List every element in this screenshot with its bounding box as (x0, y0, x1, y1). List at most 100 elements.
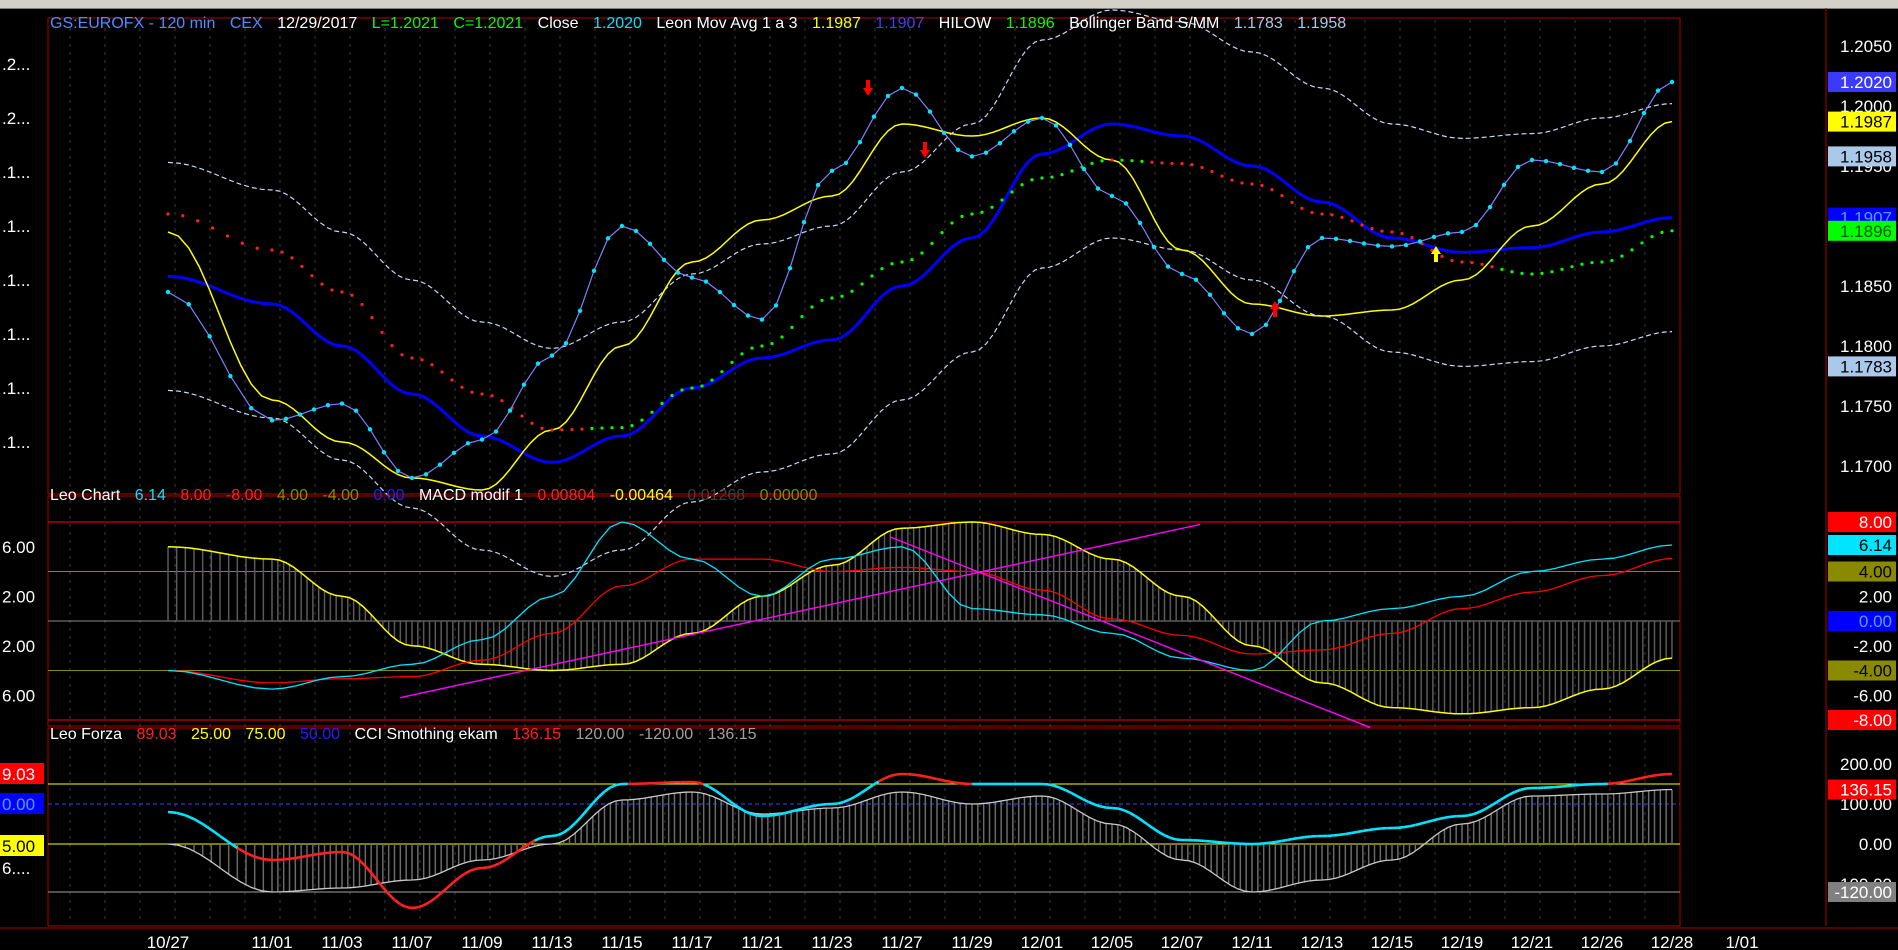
x-tick-label: 11/09 (461, 933, 502, 950)
hilow-dot (290, 256, 294, 260)
close-point (1347, 238, 1353, 244)
hilow-dot (1250, 182, 1254, 186)
hilow-value: 1.1896 (1005, 15, 1055, 32)
hilow-dot (1530, 272, 1534, 276)
osc-tag (1828, 660, 1896, 681)
hilow-dot (1410, 236, 1414, 240)
forza-line-segment (866, 784, 874, 791)
forza-y-tick-label: 200.00 (1840, 755, 1892, 774)
forza-line-segment (381, 886, 390, 895)
low-label: L=1.2021 (371, 15, 439, 32)
hilow-dot (440, 370, 444, 374)
hilow-dot (1540, 271, 1544, 276)
hilow-dot (1280, 194, 1284, 198)
forza-line-segment (790, 808, 798, 813)
close-point (1305, 244, 1311, 250)
forza-line-segment (919, 774, 926, 778)
forza-line-segment (1176, 838, 1183, 842)
osc-tag (1828, 561, 1896, 582)
hilow-dot (1040, 176, 1044, 180)
forza-line-segment (1397, 825, 1404, 830)
hilow-dot (420, 358, 424, 362)
hilow-dot (520, 414, 524, 418)
forza-line-segment (603, 786, 612, 793)
close-point (1431, 234, 1437, 240)
hilow-dot (430, 363, 434, 367)
hilow-dot (670, 393, 674, 398)
close-point (325, 403, 331, 408)
hilow-dot (1270, 188, 1274, 192)
close-point (297, 412, 303, 417)
forza-line-segment (1508, 790, 1516, 797)
toolbar (0, 0, 1898, 9)
x-tick-label: 11/29 (951, 933, 992, 950)
forza-line-segment (1111, 806, 1118, 810)
close-point (689, 275, 695, 280)
close-point (1081, 166, 1087, 172)
x-tick-label: 12/07 (1161, 933, 1204, 950)
osc-tag-label: -4.00 (1853, 662, 1892, 681)
hilow-dot (1180, 162, 1184, 166)
close-point (311, 407, 317, 412)
forza-line-segment (1654, 773, 1661, 777)
buy-arrow-icon (1270, 301, 1280, 317)
hilow-dot (210, 226, 215, 230)
hilow-dot (390, 343, 394, 348)
hilow-dot (1240, 181, 1244, 185)
forza-line-segment (1450, 814, 1457, 819)
hilow-dot (620, 426, 624, 430)
hilow-dot (400, 353, 404, 357)
forza-line-segment (263, 857, 273, 862)
close-point (941, 130, 947, 135)
forza-line-segment (1566, 784, 1573, 788)
close-point (1473, 222, 1479, 228)
hilow-dot (1140, 159, 1144, 163)
forza-line-segment (591, 796, 600, 805)
hilow-dot (460, 385, 464, 389)
forza-line-segment (1298, 835, 1305, 840)
close-point (913, 92, 919, 97)
close-point (773, 303, 779, 308)
close-point (815, 182, 821, 188)
bollinger-value-2: 1.1958 (1297, 15, 1347, 32)
forza-tag (1828, 779, 1896, 800)
price-tag (1828, 220, 1896, 241)
forza-line-segment (697, 781, 705, 786)
close-point (207, 334, 212, 339)
cci-v3: -120.00 (638, 726, 694, 743)
main-y-tick-label: 1.2000 (1840, 97, 1892, 116)
hilow-dot (1100, 159, 1104, 163)
forza-line-segment (324, 851, 331, 855)
left-forza-tick-label: 5.00 (2, 837, 35, 856)
leo-forza-label: Leo Forza (50, 726, 123, 743)
cci-v2: 120.00 (575, 726, 625, 743)
hilow-dot (350, 293, 354, 297)
forza-line-segment (860, 787, 868, 794)
osc-panel-frame (47, 495, 1681, 727)
forza-line-segment (210, 828, 221, 838)
hilow-dot (540, 426, 544, 430)
forza-line-segment (756, 814, 763, 818)
leo-chart-label: Leo Chart (50, 487, 121, 504)
hilow-dot (1590, 260, 1594, 265)
forza-line-segment (557, 831, 565, 837)
symbol-label: GS:EUROFX - 120 min (50, 15, 216, 32)
hilow-dot (1060, 173, 1064, 177)
forza-line-segment (341, 850, 349, 855)
forza-line-segment (1420, 820, 1428, 825)
hilow-dot (1190, 163, 1194, 167)
close-point (1095, 186, 1101, 191)
forza-line-segment (837, 800, 844, 805)
hilow-dot (740, 352, 744, 356)
osc-y-tick-label: -6.00 (1853, 686, 1892, 705)
close-point (1235, 326, 1241, 331)
forza-line-segment (476, 866, 483, 870)
close-point (1011, 129, 1017, 134)
hilow-dot (196, 219, 200, 223)
close-point (1529, 157, 1535, 163)
forza-line-segment (399, 903, 407, 909)
forza-line-segment (295, 855, 302, 860)
main-y-tick-label: 1.2050 (1840, 37, 1892, 56)
left-main-tick-label: .2... (2, 55, 30, 74)
hilow-dot (1170, 161, 1174, 166)
